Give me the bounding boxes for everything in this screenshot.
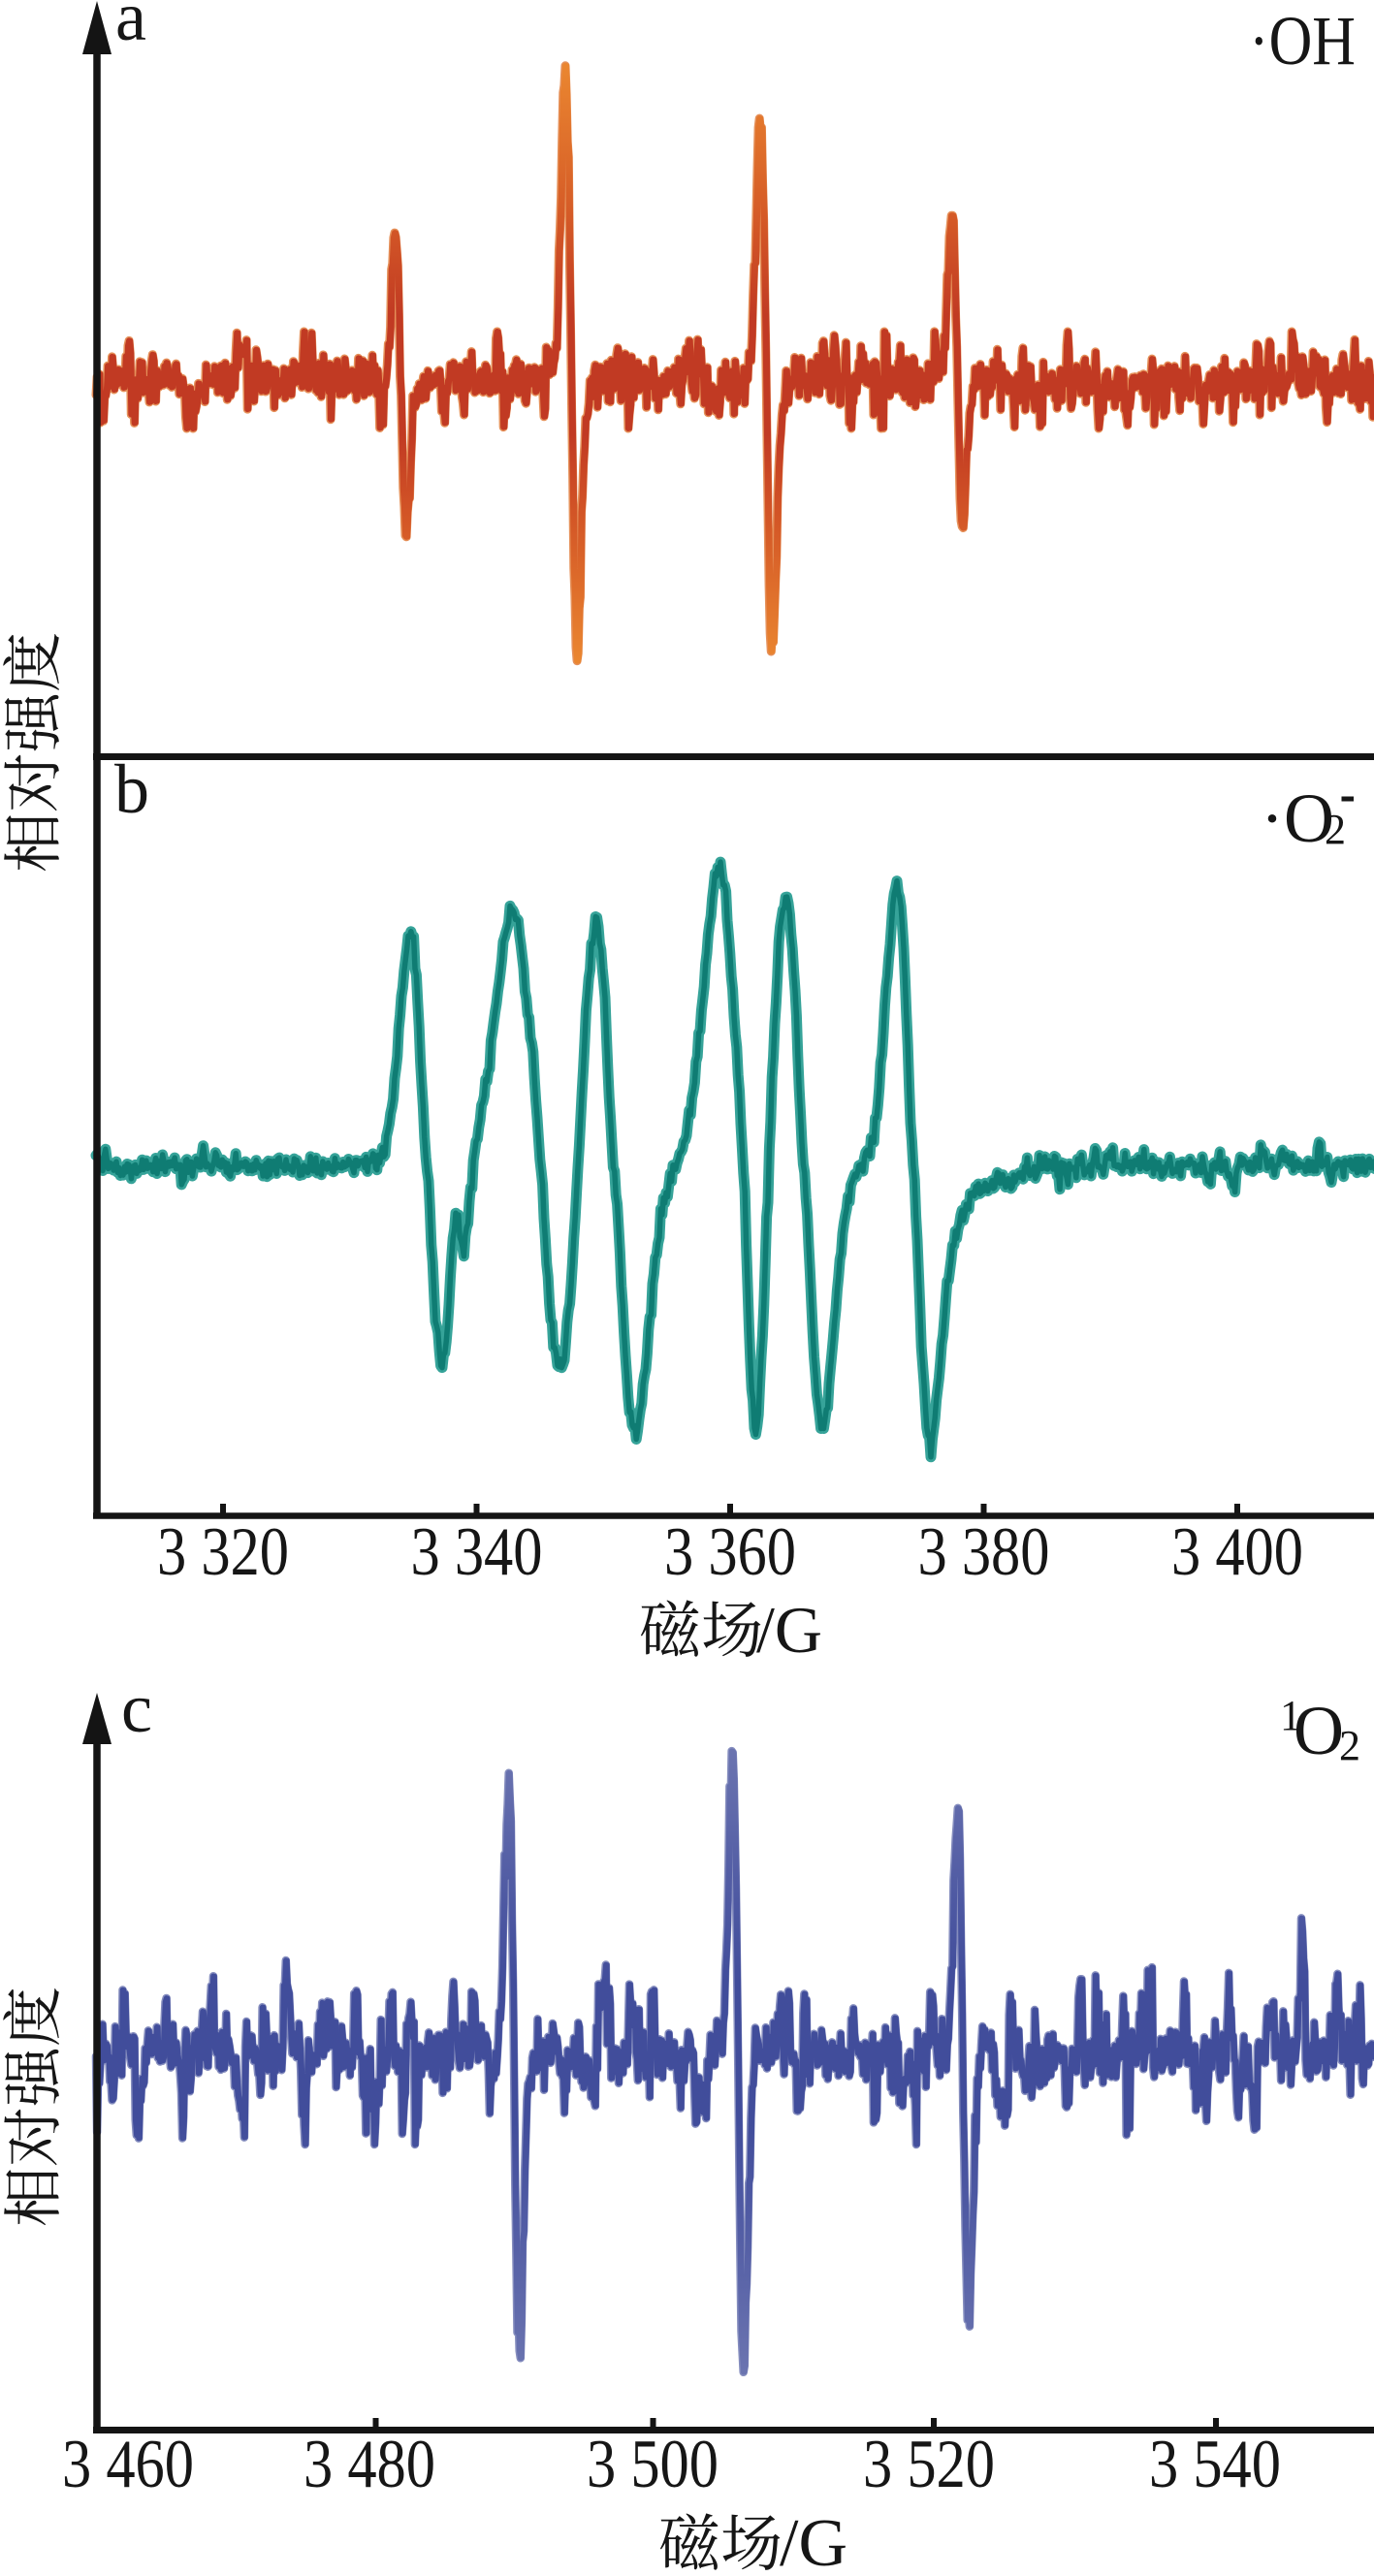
svg-text:O: O bbox=[1294, 1692, 1344, 1769]
svg-text:·O: ·O bbox=[1261, 779, 1334, 857]
svg-text:3 460: 3 460 bbox=[62, 2427, 194, 2502]
svg-text:3 360: 3 360 bbox=[664, 1514, 796, 1590]
svg-text:3 480: 3 480 bbox=[304, 2427, 435, 2502]
svg-text:2: 2 bbox=[1339, 1722, 1360, 1769]
svg-text:3 520: 3 520 bbox=[863, 2427, 995, 2502]
svg-text:3 320: 3 320 bbox=[157, 1514, 289, 1590]
svg-text:a: a bbox=[115, 0, 146, 55]
svg-text:3 540: 3 540 bbox=[1149, 2427, 1281, 2502]
svg-text:c: c bbox=[121, 1670, 152, 1747]
svg-text:1: 1 bbox=[1280, 1692, 1301, 1739]
svg-text:3 340: 3 340 bbox=[411, 1514, 543, 1590]
svg-text:3 500: 3 500 bbox=[587, 2427, 719, 2502]
svg-text:b: b bbox=[114, 750, 149, 828]
svg-text:/G: /G bbox=[756, 1593, 822, 1667]
svg-text:·OH: ·OH bbox=[1249, 2, 1356, 80]
svg-text:2: 2 bbox=[1325, 806, 1346, 853]
svg-text:3 400: 3 400 bbox=[1171, 1514, 1303, 1590]
svg-text:3 380: 3 380 bbox=[918, 1514, 1050, 1590]
svg-text:/G: /G bbox=[780, 2506, 847, 2576]
